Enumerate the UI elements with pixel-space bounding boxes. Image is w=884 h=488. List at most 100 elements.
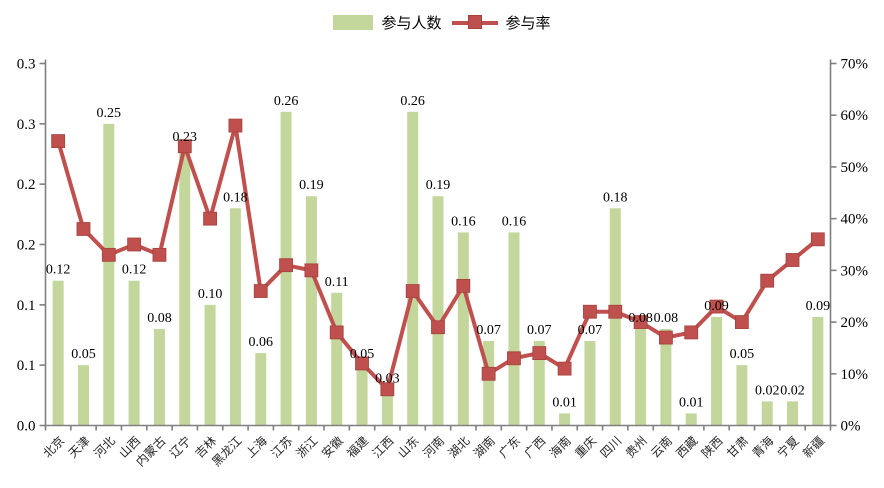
chart-bar (736, 365, 748, 426)
rate-line-marker (228, 118, 243, 133)
right-axis-tick-label: 50% (841, 160, 869, 176)
bar-value-label: 0.08 (654, 311, 679, 326)
x-axis-category-label: 江苏 (268, 434, 295, 461)
rate-line-marker (76, 222, 91, 236)
rate-line-marker (304, 263, 319, 278)
left-axis-tick-label: 0.1 (17, 358, 36, 374)
right-axis-tick-label: 30% (841, 263, 869, 279)
rate-line-marker (456, 278, 471, 293)
x-axis-category-label: 浙江 (294, 434, 321, 461)
bar-value-label: 0.16 (502, 214, 527, 229)
x-axis-category-label: 山东 (395, 434, 422, 461)
chart-bar (559, 413, 571, 426)
rate-line-marker (203, 211, 217, 226)
rate-line-marker (152, 247, 167, 262)
rate-line-marker (810, 232, 825, 247)
x-axis-category-label: 青海 (749, 433, 777, 461)
x-axis-category-label: 贵州 (623, 434, 650, 461)
chart-bar (407, 111, 419, 426)
legend-item-line-series: 参与率 (451, 12, 551, 33)
x-axis-category-label: 重庆 (572, 434, 599, 461)
bar-value-label: 0.19 (426, 178, 451, 193)
bar-value-label: 0.02 (755, 383, 780, 398)
chart-bar (432, 196, 444, 426)
bar-value-label: 0.09 (806, 299, 831, 314)
chart-bar (179, 147, 191, 426)
rate-line-marker (481, 366, 496, 381)
bar-value-label: 0.07 (476, 323, 501, 338)
chart-bar (685, 413, 697, 426)
bar-value-label: 0.10 (198, 287, 223, 302)
x-axis-category-label: 四川 (597, 434, 624, 461)
x-axis-category-label: 湖北 (445, 433, 473, 461)
line-series-swatch-icon (451, 15, 498, 30)
bar-value-label: 0.05 (71, 347, 96, 362)
rate-line-marker (51, 134, 66, 148)
bar-value-label: 0.18 (223, 190, 248, 205)
chart-bar (584, 341, 596, 426)
bar-value-label: 0.07 (578, 323, 603, 338)
left-axis-tick-label: 0.3 (17, 117, 36, 133)
x-axis-category-label: 甘肃 (724, 434, 751, 461)
bar-value-label: 0.05 (350, 347, 375, 362)
x-axis-category-label: 新疆 (799, 433, 827, 461)
right-axis-tick-label: 20% (841, 315, 869, 331)
x-axis-category-label: 天津 (66, 434, 93, 461)
x-axis-category-label: 湖南 (470, 433, 498, 461)
chart-bar (52, 280, 64, 426)
rate-line-marker (355, 356, 369, 371)
bar-value-label: 0.08 (147, 311, 172, 326)
rate-line-marker (101, 247, 116, 262)
bar-value-label: 0.01 (552, 395, 577, 410)
chart-bar (660, 328, 672, 426)
chart-legend: 参与人数 参与率 (0, 12, 884, 33)
bar-value-label: 0.19 (299, 178, 324, 193)
rate-line-marker (785, 253, 800, 267)
left-axis-tick-label: 0.0 (17, 419, 36, 435)
bar-value-label: 0.26 (274, 94, 299, 109)
rate-line-marker (431, 320, 445, 335)
left-axis-tick-label: 0.2 (17, 177, 36, 193)
bar-value-label: 0.07 (527, 323, 552, 338)
right-axis-tick-label: 10% (841, 367, 869, 383)
chart-bar (711, 316, 723, 426)
rate-line-marker (583, 304, 597, 319)
bar-value-label: 0.18 (603, 190, 628, 205)
right-axis-tick-label: 70% (841, 57, 869, 73)
chart-bar (103, 123, 115, 426)
x-axis-category-label: 海南 (546, 433, 574, 461)
chart-bar (483, 341, 495, 426)
x-axis-category-label: 福建 (344, 433, 372, 461)
rate-line-marker (177, 139, 192, 154)
x-axis-category-label: 西藏 (673, 434, 700, 461)
bar-value-label: 0.25 (97, 106, 122, 121)
x-axis-category-label: 安徽 (318, 433, 346, 461)
chart-bar (787, 401, 799, 426)
x-axis-category-label: 广东 (496, 434, 523, 461)
line-swatch-marker (467, 15, 482, 29)
bar-value-label: 0.12 (46, 263, 71, 278)
bar-value-label: 0.11 (325, 275, 349, 290)
bar-value-label: 0.26 (400, 94, 425, 109)
chart-bar (305, 196, 317, 426)
chart-bar (153, 328, 165, 426)
x-axis-category-label: 江西 (370, 434, 397, 461)
x-axis-category-label: 陕西 (698, 433, 726, 461)
chart-bar (77, 365, 89, 426)
rate-line-marker (253, 284, 268, 298)
right-axis-tick-label: 0% (841, 419, 861, 435)
bar-value-label: 0.08 (628, 311, 653, 326)
x-axis-category-label: 北京 (40, 434, 67, 461)
line-series-label: 参与率 (505, 16, 551, 32)
bar-value-label: 0.23 (173, 130, 198, 145)
x-axis-category-label: 辽宁 (166, 433, 194, 461)
rate-line-marker (659, 330, 673, 345)
left-axis-tick-label: 0.2 (17, 238, 36, 254)
rate-line-marker (532, 346, 547, 361)
legend-item-bar-series: 参与人数 (333, 12, 442, 33)
chart-bar (204, 304, 216, 426)
rate-line-marker (760, 273, 775, 288)
rate-line-marker (127, 237, 142, 252)
